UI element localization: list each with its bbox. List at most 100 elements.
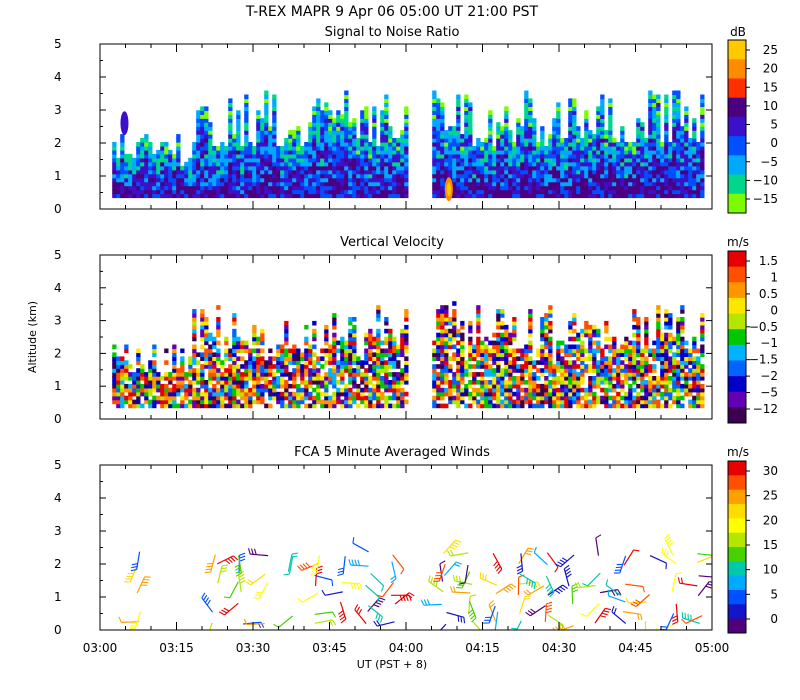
heatmap-cell	[152, 193, 157, 199]
heatmap-feature-core	[446, 182, 451, 197]
heatmap-cell	[504, 185, 509, 191]
heatmap-cell	[320, 157, 325, 163]
heatmap-cell	[188, 181, 193, 187]
heatmap-cell	[504, 157, 509, 163]
heatmap-cell	[204, 340, 209, 346]
heatmap-cell	[388, 146, 393, 151]
heatmap-cell	[252, 364, 257, 369]
heatmap-cell	[540, 157, 545, 163]
heatmap-cell	[148, 146, 153, 151]
heatmap-cell	[224, 376, 229, 381]
heatmap-cell	[468, 106, 473, 111]
heatmap-cell	[584, 399, 589, 405]
heatmap-cell	[512, 181, 517, 187]
heatmap-cell	[232, 360, 237, 365]
heatmap-cell	[340, 165, 345, 171]
heatmap-cell	[512, 193, 517, 199]
heatmap-cell	[660, 376, 665, 381]
heatmap-cell	[528, 372, 533, 377]
heatmap-cell	[476, 309, 481, 314]
heatmap-cell	[204, 336, 209, 342]
heatmap-cell	[476, 181, 481, 187]
heatmap-cell	[284, 395, 289, 401]
heatmap-cell	[500, 368, 505, 373]
heatmap-cell	[256, 146, 261, 151]
heatmap-cell	[332, 177, 337, 183]
heatmap-cell	[456, 395, 461, 401]
heatmap-cell	[244, 376, 249, 381]
heatmap-cell	[688, 383, 693, 389]
heatmap-cell	[296, 395, 301, 401]
heatmap-cell	[212, 146, 217, 151]
heatmap-cell	[232, 372, 237, 377]
heatmap-cell	[588, 138, 593, 143]
heatmap-cell	[328, 344, 333, 350]
heatmap-cell	[588, 142, 593, 147]
heatmap-cell	[384, 118, 389, 123]
heatmap-cell	[228, 106, 233, 111]
heatmap-cell	[248, 387, 253, 393]
heatmap-cell	[296, 372, 301, 377]
heatmap-cell	[496, 122, 501, 127]
heatmap-cell	[236, 348, 241, 354]
heatmap-cell	[572, 177, 577, 183]
heatmap-cell	[404, 336, 409, 342]
heatmap-cell	[608, 98, 613, 103]
heatmap-cell	[376, 332, 381, 338]
heatmap-cell	[644, 336, 649, 342]
heatmap-cell	[508, 189, 513, 195]
heatmap-cell	[168, 181, 173, 187]
heatmap-cell	[112, 185, 117, 191]
heatmap-cell	[568, 98, 573, 103]
heatmap-cell	[652, 142, 657, 147]
heatmap-cell	[188, 372, 193, 377]
heatmap-cell	[440, 352, 445, 357]
heatmap-cell	[436, 146, 441, 151]
heatmap-cell	[464, 360, 469, 365]
heatmap-cell	[388, 332, 393, 338]
heatmap-cell	[124, 161, 129, 167]
heatmap-cell	[532, 177, 537, 183]
heatmap-cell	[688, 173, 693, 179]
heatmap-cell	[616, 173, 621, 179]
heatmap-cell	[188, 356, 193, 361]
heatmap-cell	[592, 368, 597, 373]
heatmap-cell	[672, 134, 677, 139]
heatmap-cell	[368, 344, 373, 350]
heatmap-cell	[284, 146, 289, 151]
heatmap-cell	[656, 380, 661, 385]
heatmap-cell	[620, 149, 625, 155]
vv-plot-area	[112, 301, 705, 409]
heatmap-cell	[604, 380, 609, 385]
heatmap-cell	[276, 181, 281, 187]
heatmap-cell	[584, 173, 589, 179]
heatmap-cell	[580, 395, 585, 401]
heatmap-cell	[252, 336, 257, 342]
heatmap-cell	[188, 177, 193, 183]
heatmap-cell	[624, 193, 629, 199]
heatmap-cell	[192, 142, 197, 147]
heatmap-cell	[564, 364, 569, 369]
heatmap-cell	[592, 177, 597, 183]
colorbar-label: −15	[753, 192, 778, 206]
heatmap-cell	[544, 332, 549, 338]
heatmap-cell	[448, 165, 453, 171]
heatmap-cell	[160, 169, 165, 175]
heatmap-cell	[624, 177, 629, 183]
heatmap-cell	[360, 189, 365, 195]
heatmap-cell	[452, 344, 457, 350]
heatmap-cell	[500, 391, 505, 397]
heatmap-cell	[404, 161, 409, 167]
heatmap-cell	[400, 387, 405, 393]
heatmap-cell	[328, 118, 333, 123]
heatmap-cell	[248, 157, 253, 163]
heatmap-cell	[196, 403, 201, 409]
heatmap-cell	[620, 161, 625, 167]
heatmap-cell	[340, 142, 345, 147]
heatmap-cell	[532, 157, 537, 163]
heatmap-cell	[340, 157, 345, 163]
heatmap-cell	[536, 146, 541, 151]
heatmap-cell	[384, 193, 389, 199]
heatmap-cell	[332, 146, 337, 151]
heatmap-cell	[404, 134, 409, 139]
